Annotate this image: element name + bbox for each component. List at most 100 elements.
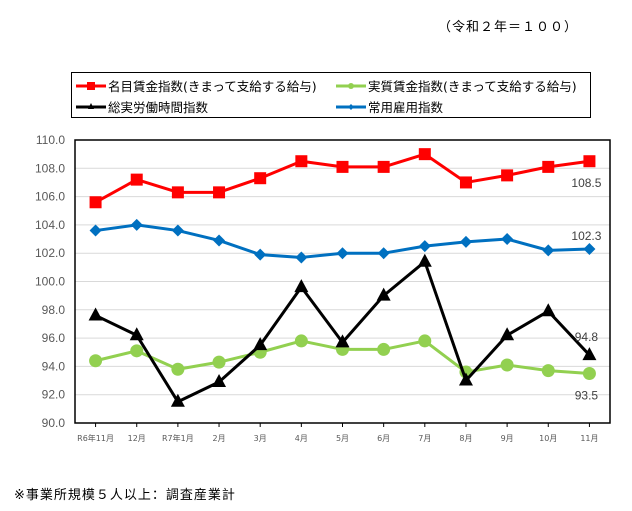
series-lines [88,148,597,407]
diamond-marker-icon [89,224,102,237]
y-axis: 90.0 92.0 94.0 96.0 98.0 100.0 102.0 104.0 106.0… [35,133,65,430]
circle-marker-icon [582,366,596,380]
legend-label: 実質賃金指数(きまって支給する給与) [368,79,577,94]
diamond-marker-icon [542,244,555,257]
triangle-marker-icon [294,279,309,293]
series-line [94,260,591,404]
square-marker-icon [542,160,555,173]
end-value-label: 94.8 [575,330,599,344]
chart-legend: 名目賃金指数(きまって支給する給与) 実質賃金指数(きまって支給する給与) 総実… [71,72,591,118]
triangle-marker-icon [417,253,432,267]
legend-label: 常用雇用指数 [368,100,444,115]
legend-red-square-marker-icon [76,81,106,90]
legend-label: 名目賃金指数(きまって支給する給与) [108,79,317,94]
circle-marker-icon [377,342,391,356]
diamond-marker-icon [130,218,143,231]
line-chart: 90.0 92.0 94.0 96.0 98.0 100.0 102.0 104.0 106.0… [35,133,611,443]
end-value-label: 102.3 [571,229,601,243]
y-tick-label: 108.0 [35,161,65,175]
base-year-note: （令和２年＝１００） [438,20,579,35]
triangle-marker-icon [458,372,473,386]
series-circle [89,334,596,380]
triangle-marker-icon [212,373,227,387]
triangle-marker-icon [335,334,350,348]
legend-label: 総実労働時間指数 [108,100,209,115]
diamond-marker-icon [377,247,390,260]
y-tick-label: 102.0 [35,246,65,260]
series-diamond [89,218,596,264]
diamond-marker-icon [459,235,472,248]
circle-marker-icon [130,344,144,358]
y-tick-label: 106.0 [35,190,65,204]
circle-marker-icon [212,355,226,369]
diamond-marker-icon [295,251,308,264]
square-marker-icon [377,160,390,173]
triangle-marker-icon [500,327,515,341]
x-axis: R6年11月 12月 R7年1月 2月 3月 4月 5月 6月 7月 8月 9月 10月 11月 [77,423,599,443]
triangle-marker-icon [541,303,556,317]
x-tick-label: 5月 [336,434,349,443]
y-tick-label: 94.0 [42,359,66,373]
triangle-marker-icon [582,347,597,361]
end-value-label: 108.5 [571,176,601,190]
square-marker-icon [130,173,143,186]
data-labels: 108.5 93.5 94.8 102.3 [571,176,601,402]
square-marker-icon [171,186,184,199]
circle-marker-icon [294,334,308,348]
triangle-marker-icon [253,337,268,351]
y-tick-label: 96.0 [42,331,66,345]
legend-item-total-hours: 総実労働時間指数 [76,97,208,116]
diamond-marker-icon [254,248,267,261]
legend-blue-diamond-marker-icon [336,103,366,110]
x-tick-label: 11月 [580,434,598,443]
legend-item-real-wage: 実質賃金指数(きまって支給する給与) [336,76,577,95]
triangle-marker-icon [170,393,185,407]
y-tick-label: 90.0 [42,416,66,430]
series-triangle [88,253,597,407]
circle-marker-icon [171,362,185,376]
legend-item-nominal-wage: 名目賃金指数(きまって支給する給与) [76,76,317,95]
circle-marker-icon [418,334,432,348]
legend-item-employment: 常用雇用指数 [336,97,443,116]
square-marker-icon [295,155,308,168]
series-square [89,148,596,209]
x-tick-label: R6年11月 [77,433,114,443]
x-tick-label: R7年1月 [162,433,194,443]
x-tick-label: 10月 [539,434,557,443]
triangle-marker-icon [88,307,103,321]
diamond-marker-icon [336,247,349,260]
y-tick-label: 100.0 [35,275,65,289]
x-tick-label: 9月 [501,434,514,443]
y-tick-label: 110.0 [36,133,65,147]
x-tick-label: 4月 [295,434,308,443]
square-marker-icon [501,169,514,182]
triangle-marker-icon [129,327,144,341]
x-tick-label: 7月 [418,434,431,443]
diamond-marker-icon [418,240,431,253]
legend-green-circle-marker-icon [336,82,366,89]
x-tick-label: 2月 [212,434,225,443]
footnote: ※事業所規模５人以上：調査産業計 [14,488,236,503]
circle-marker-icon [541,364,555,378]
x-tick-label: 12月 [128,434,146,443]
square-marker-icon [336,160,349,173]
square-marker-icon [583,155,596,168]
y-tick-label: 104.0 [35,218,65,232]
y-tick-label: 92.0 [42,388,66,402]
legend-black-triangle-marker-icon [76,102,106,109]
square-marker-icon [254,172,267,185]
square-marker-icon [418,148,431,161]
square-marker-icon [89,196,102,209]
end-value-label: 93.5 [575,388,599,402]
diamond-marker-icon [501,233,514,246]
x-tick-label: 8月 [459,434,472,443]
diamond-marker-icon [213,234,226,247]
diamond-marker-icon [171,224,184,237]
square-marker-icon [459,176,472,189]
circle-marker-icon [89,354,103,368]
y-tick-label: 98.0 [42,303,66,317]
diamond-marker-icon [583,242,596,255]
circle-marker-icon [500,358,514,372]
triangle-marker-icon [376,287,391,301]
x-tick-label: 6月 [377,434,390,443]
